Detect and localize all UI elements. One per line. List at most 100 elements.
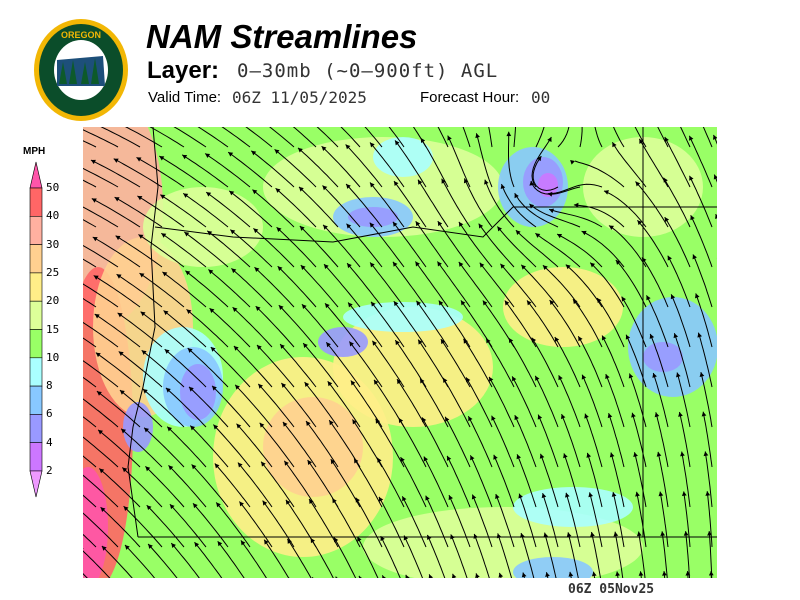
streamline bbox=[346, 223, 383, 268]
streamline-arrow bbox=[348, 302, 353, 308]
state-border-columbia-river bbox=[154, 206, 553, 243]
streamline-arrow bbox=[636, 531, 642, 537]
streamline bbox=[469, 455, 493, 508]
streamline-arrow bbox=[615, 260, 621, 265]
streamline bbox=[534, 375, 559, 428]
wind-speed-region bbox=[263, 397, 363, 497]
streamline-arrow bbox=[213, 424, 219, 430]
streamline bbox=[625, 334, 647, 388]
streamline-arrow bbox=[335, 576, 338, 578]
streamline-arrow bbox=[537, 414, 543, 420]
streamline-arrow bbox=[535, 233, 541, 238]
streamline bbox=[467, 415, 493, 468]
legend-tick: 8 bbox=[46, 379, 53, 393]
streamline-arrow bbox=[398, 418, 404, 424]
streamline-arrow bbox=[236, 423, 242, 429]
streamline bbox=[416, 300, 449, 348]
streamline bbox=[437, 127, 449, 148]
streamline-arrow bbox=[416, 300, 421, 306]
svg-text:OREGON: OREGON bbox=[61, 30, 101, 40]
streamline-arrow bbox=[232, 307, 238, 312]
streamline-arrow bbox=[597, 298, 602, 303]
streamline bbox=[328, 419, 361, 468]
streamline bbox=[572, 298, 603, 348]
wind-speed-region bbox=[503, 267, 623, 347]
streamline-arrow bbox=[628, 373, 634, 379]
streamline-arrow bbox=[542, 265, 548, 270]
streamline-arrow bbox=[713, 174, 717, 180]
streamline bbox=[191, 464, 229, 508]
legend-tick: 4 bbox=[46, 435, 53, 449]
streamline bbox=[83, 167, 119, 188]
streamline-arrow bbox=[506, 131, 512, 137]
streamline bbox=[340, 127, 361, 148]
streamline-arrow bbox=[713, 134, 717, 140]
streamline-arrow bbox=[117, 312, 123, 318]
streamline-arrow bbox=[254, 267, 260, 273]
streamline-arrow bbox=[118, 351, 124, 357]
streamline-arrow bbox=[113, 158, 119, 163]
streamline-arrow bbox=[493, 454, 498, 460]
streamline-arrow bbox=[447, 135, 452, 141]
streamline-arrow bbox=[96, 391, 102, 396]
streamline-arrow bbox=[393, 301, 399, 307]
streamline bbox=[601, 335, 625, 388]
streamline-arrow bbox=[182, 154, 188, 160]
streamline bbox=[123, 505, 163, 548]
streamline-arrow bbox=[392, 221, 398, 227]
streamline bbox=[316, 127, 339, 148]
streamline bbox=[426, 534, 446, 578]
streamline-arrow bbox=[446, 455, 452, 461]
streamline-arrow bbox=[217, 541, 223, 547]
streamline-arrow bbox=[536, 156, 542, 162]
streamline bbox=[548, 208, 603, 228]
streamline-arrow bbox=[420, 378, 425, 384]
streamline bbox=[471, 494, 493, 548]
streamline bbox=[447, 135, 471, 188]
streamline-arrow bbox=[670, 294, 676, 300]
streamline-arrow bbox=[304, 382, 310, 388]
streamline-arrow bbox=[448, 495, 453, 501]
streamline bbox=[83, 455, 97, 468]
streamline bbox=[91, 198, 141, 228]
streamline bbox=[612, 491, 625, 548]
streamline-arrow bbox=[443, 377, 448, 383]
streamline bbox=[345, 144, 383, 188]
streamline bbox=[185, 270, 229, 308]
streamline bbox=[567, 532, 579, 578]
streamline bbox=[165, 387, 207, 428]
streamline bbox=[676, 372, 691, 428]
coastline bbox=[127, 127, 159, 538]
streamline-arrow bbox=[309, 499, 314, 505]
streamline-arrow bbox=[664, 217, 670, 223]
streamline-arrow bbox=[660, 531, 666, 536]
legend-tick: 20 bbox=[46, 294, 60, 308]
streamline bbox=[283, 460, 317, 508]
streamline bbox=[308, 498, 339, 548]
streamline bbox=[254, 266, 295, 308]
streamline bbox=[637, 219, 669, 268]
streamline-arrow bbox=[445, 416, 450, 422]
streamline bbox=[259, 422, 295, 468]
legend-band bbox=[29, 414, 43, 443]
streamline-arrow bbox=[428, 574, 434, 578]
legend-band bbox=[29, 187, 43, 217]
streamline-arrow bbox=[229, 190, 235, 196]
streamline bbox=[581, 374, 603, 428]
streamline-arrow bbox=[228, 152, 234, 157]
streamline-arrow bbox=[210, 347, 216, 352]
streamline-arrow bbox=[145, 466, 151, 472]
streamline-arrow bbox=[164, 349, 170, 354]
streamline-arrow bbox=[300, 265, 306, 270]
streamline bbox=[161, 232, 207, 268]
streamline bbox=[310, 537, 334, 578]
streamline-arrow bbox=[621, 296, 627, 302]
legend-tick: 25 bbox=[46, 265, 60, 279]
streamline bbox=[673, 333, 691, 388]
streamline bbox=[577, 336, 603, 388]
streamline bbox=[324, 302, 361, 348]
streamline-arrow bbox=[231, 268, 237, 274]
footer-timestamp: 06Z 05Nov25 bbox=[568, 582, 655, 597]
streamline bbox=[139, 272, 185, 308]
streamline-arrow bbox=[450, 534, 455, 540]
